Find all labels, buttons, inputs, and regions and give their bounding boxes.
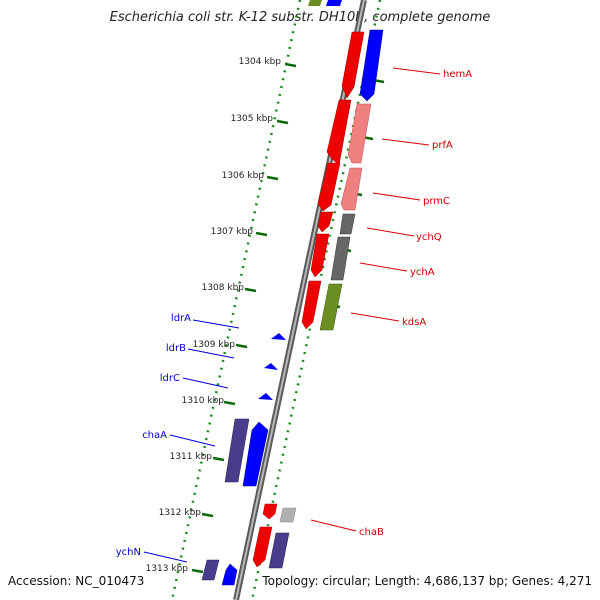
genome-summary-text: Topology: circular; Length: 4,686,137 bp… (262, 574, 592, 588)
cog-kdsA[interactable] (319, 283, 343, 331)
gene-ychN-arrow[interactable] (221, 563, 238, 586)
gene-label-ldrC[interactable]: ldrC (160, 373, 180, 384)
gene-label-ychA[interactable]: ychA (410, 267, 435, 278)
tick-label: 1307 kbp (211, 227, 254, 237)
cog-ychA[interactable] (330, 236, 351, 281)
gene-ldrB-arrow[interactable] (264, 363, 278, 370)
cog-chaB[interactable] (279, 507, 297, 523)
forward-label-leaders (310, 67, 441, 532)
gene-label-prfA[interactable]: prfA (432, 140, 453, 151)
accession-text: Accession: NC_010473 (8, 574, 145, 588)
tick-label: 1308 kbp (202, 283, 245, 293)
tick-label: 1310 kbp (182, 396, 225, 406)
gene-label-hemA[interactable]: hemA (443, 69, 472, 80)
gene-label-ldrA[interactable]: ldrA (171, 313, 191, 324)
cog-hemA[interactable] (359, 29, 384, 102)
gene-chaA-arrow[interactable] (242, 421, 269, 487)
gene-prmC-arrow[interactable] (317, 162, 341, 212)
reverse-gene-track (201, 333, 286, 586)
tick-label: 1305 kbp (231, 114, 274, 124)
gene-ldrA-arrow[interactable] (271, 333, 286, 340)
partial-feature-blue (326, 0, 342, 6)
gene-label-prmC[interactable]: prmC (423, 196, 450, 207)
cog-track (268, 29, 384, 569)
tick-label: 1309 kbp (193, 340, 236, 350)
gene-chaA-cog[interactable] (224, 418, 250, 483)
gene-ychQ-arrow[interactable] (317, 211, 334, 233)
cog-ychQ[interactable] (339, 213, 356, 235)
forward-gene-track (252, 31, 365, 568)
gene-label-kdsA[interactable]: kdsA (402, 317, 426, 328)
cog-prfA[interactable] (347, 103, 372, 164)
gene-ldrC-arrow[interactable] (258, 393, 273, 400)
tick-label: 1313 kbp (146, 564, 189, 574)
gene-ychN-cog[interactable] (201, 559, 220, 581)
gene-chaB-arrow[interactable] (262, 503, 278, 520)
cog-prmC[interactable] (340, 167, 363, 211)
reverse-label-leaders (143, 319, 240, 563)
gene-red-lower-arrow[interactable] (252, 526, 273, 568)
gene-prfA-arrow[interactable] (326, 99, 352, 166)
tick-label: 1304 kbp (239, 57, 282, 67)
tick-label: 1306 kbp (222, 171, 265, 181)
gene-label-ychQ[interactable]: ychQ (416, 232, 442, 243)
gene-label-ldrB[interactable]: ldrB (166, 343, 186, 354)
gene-ychA-arrow[interactable] (310, 233, 330, 278)
cog-lower-purple[interactable] (268, 532, 290, 569)
gene-label-chaB[interactable]: chaB (359, 527, 384, 538)
tick-marks (191, 62, 297, 574)
gene-label-chaA[interactable]: chaA (142, 430, 167, 441)
map-title: Escherichia coli str. K-12 substr. DH10B… (109, 10, 491, 25)
tick-label: 1312 kbp (159, 508, 202, 518)
gene-hemA-arrow[interactable] (341, 31, 365, 99)
tick-label: 1311 kbp (170, 452, 213, 462)
gene-kdsA-arrow[interactable] (301, 280, 322, 330)
gene-label-ychN[interactable]: ychN (116, 547, 141, 558)
partial-feature-olive (308, 0, 322, 6)
